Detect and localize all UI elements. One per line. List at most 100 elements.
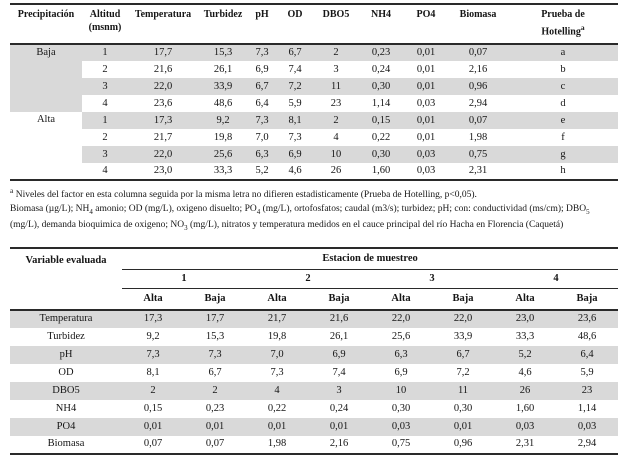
table-cell: 7,3 xyxy=(270,366,284,378)
table-cell: 9,2 xyxy=(216,114,230,126)
subscript: 3 xyxy=(184,223,188,232)
table-cell: 5,9 xyxy=(580,366,594,378)
table-cell: 26,1 xyxy=(213,63,233,75)
table-cell: 0,30 xyxy=(371,80,391,92)
table-cell: 0,30 xyxy=(453,402,473,414)
table-cell: 0,01 xyxy=(205,420,225,432)
station-number: 1 xyxy=(122,269,246,289)
table-cell: 48,6 xyxy=(213,97,233,109)
table-cell: 0,03 xyxy=(416,165,436,177)
table-header-row: Precipitación Altitud (msnm) Temperatura Tu… xyxy=(10,4,618,46)
spanner-header-row: Variable evaluada Estacion de muestreo xyxy=(10,247,619,311)
table-cell: 0,07 xyxy=(468,114,488,126)
table-cell: 6,3 xyxy=(394,348,408,360)
table-cell: h xyxy=(560,165,566,177)
table-cell: e xyxy=(560,114,566,126)
table-cell: 2,16 xyxy=(329,438,349,450)
table-cell: 6,3 xyxy=(255,148,269,160)
column-header: pH xyxy=(248,4,276,46)
table-cell: 15,3 xyxy=(205,330,225,342)
table-cell: 0,15 xyxy=(371,114,391,126)
table-row: Temperatura 17,3 17,7 21,7 21,6 22,0 22,0 23,0 2… xyxy=(10,309,619,328)
station-table: Variable evaluada Estacion de muestreo 1… xyxy=(10,246,619,455)
table-cell: 3 xyxy=(102,148,108,160)
table-cell: 0,30 xyxy=(371,148,391,160)
table-cell: 22,0 xyxy=(153,148,173,160)
table-cell: 7,3 xyxy=(208,348,222,360)
table-cell: 26 xyxy=(519,384,531,396)
table-cell: 1,98 xyxy=(468,131,488,143)
table-cell: 4,6 xyxy=(518,366,532,378)
table-row: 4 23,0 33,3 5,2 4,6 26 1,60 0,03 2,31 h xyxy=(10,163,618,180)
precipitation-group-label: Baja xyxy=(10,44,82,113)
table-cell: 21,6 xyxy=(153,63,173,75)
table-cell: a xyxy=(560,47,566,59)
table-cell: 6,7 xyxy=(288,47,302,59)
altitude-subheader: Alta xyxy=(494,288,556,311)
table-cell: 1,60 xyxy=(371,165,391,177)
subscript: 4 xyxy=(89,207,93,216)
table-cell: 2,31 xyxy=(468,165,488,177)
table-cell: 23,0 xyxy=(515,313,535,325)
table-row: 2 21,6 26,1 6,9 7,4 3 0,24 0,01 2,16 b xyxy=(10,61,618,78)
table-cell: 6,9 xyxy=(332,348,346,360)
table-cell: 6,7 xyxy=(208,366,222,378)
table-cell: 0,03 xyxy=(515,420,535,432)
precipitation-group-label: Alta xyxy=(10,112,82,181)
table-cell: 0,24 xyxy=(371,63,391,75)
table-cell: c xyxy=(560,80,566,92)
table-cell: 10 xyxy=(395,384,407,396)
table-cell: 3 xyxy=(333,63,339,75)
table-cell: 6,4 xyxy=(580,348,594,360)
table-cell: 7,2 xyxy=(456,366,470,378)
table-cell: 48,6 xyxy=(577,330,597,342)
table-cell: 6,9 xyxy=(288,148,302,160)
table-cell: 2 xyxy=(333,114,339,126)
table-cell: 0,22 xyxy=(371,131,391,143)
variable-name: Temperatura xyxy=(39,313,93,325)
table-row: Alta 1 17,3 9,2 7,3 8,1 2 0,15 0,01 0,07 e xyxy=(10,112,618,181)
table-cell: 11 xyxy=(457,384,469,396)
table-cell: 1,14 xyxy=(577,402,597,414)
table-cell: 26 xyxy=(330,165,342,177)
table-cell: 4 xyxy=(102,165,108,177)
footnote-text: (mg/L), demanda bioquimica de oxigeno; N… xyxy=(10,219,185,230)
table-cell: 0,07 xyxy=(143,438,163,450)
footnote-text: Niveles del factor en esta columna segui… xyxy=(13,190,477,201)
table-cell: 0,01 xyxy=(329,420,349,432)
table-cell: b xyxy=(560,63,566,75)
table-cell: 0,22 xyxy=(267,402,287,414)
footnote-text: Biomasa (µg/L); NH xyxy=(10,203,90,214)
table-cell: 9,2 xyxy=(146,330,160,342)
column-header: PO4 xyxy=(404,4,448,46)
variable-name: DBO5 xyxy=(52,384,80,396)
table-cell: 8,1 xyxy=(146,366,160,378)
column-header: OD xyxy=(276,4,314,46)
table-cell: 5,9 xyxy=(288,97,302,109)
table-cell: 0,01 xyxy=(416,47,436,59)
column-header: Biomasa xyxy=(448,4,508,46)
table-cell: 10 xyxy=(330,148,342,160)
table-cell: 6,9 xyxy=(394,366,408,378)
column-header: Turbidez xyxy=(198,4,248,46)
footnote-text: amonio; OD (mg/L), oxigeno disuelto; PO xyxy=(92,203,257,214)
table-cell: 23,0 xyxy=(153,165,173,177)
table-cell: 6,7 xyxy=(456,348,470,360)
footnote-text: (mg/L), ortofosfatos; caudal (m3/s); tur… xyxy=(260,203,587,214)
table-cell: 4 xyxy=(274,384,280,396)
table-cell: 7,0 xyxy=(255,131,269,143)
table-cell: 7,2 xyxy=(288,80,302,92)
table-cell: 1,60 xyxy=(515,402,535,414)
table-cell: 0,07 xyxy=(205,438,225,450)
table-row: DBO5 2 2 4 3 10 11 26 23 xyxy=(10,381,619,400)
table-cell: 0,01 xyxy=(416,63,436,75)
variable-name: pH xyxy=(59,348,73,360)
table-cell: 5,2 xyxy=(255,165,269,177)
table-cell: 8,1 xyxy=(288,114,302,126)
table-cell: 0,03 xyxy=(416,97,436,109)
table-cell: 2 xyxy=(102,63,108,75)
table-cell: 0,01 xyxy=(416,131,436,143)
table-cell: 0,03 xyxy=(416,148,436,160)
altitude-subheader-row: Alta Baja Alta Baja Alta Baja Alta Baja xyxy=(10,288,619,311)
